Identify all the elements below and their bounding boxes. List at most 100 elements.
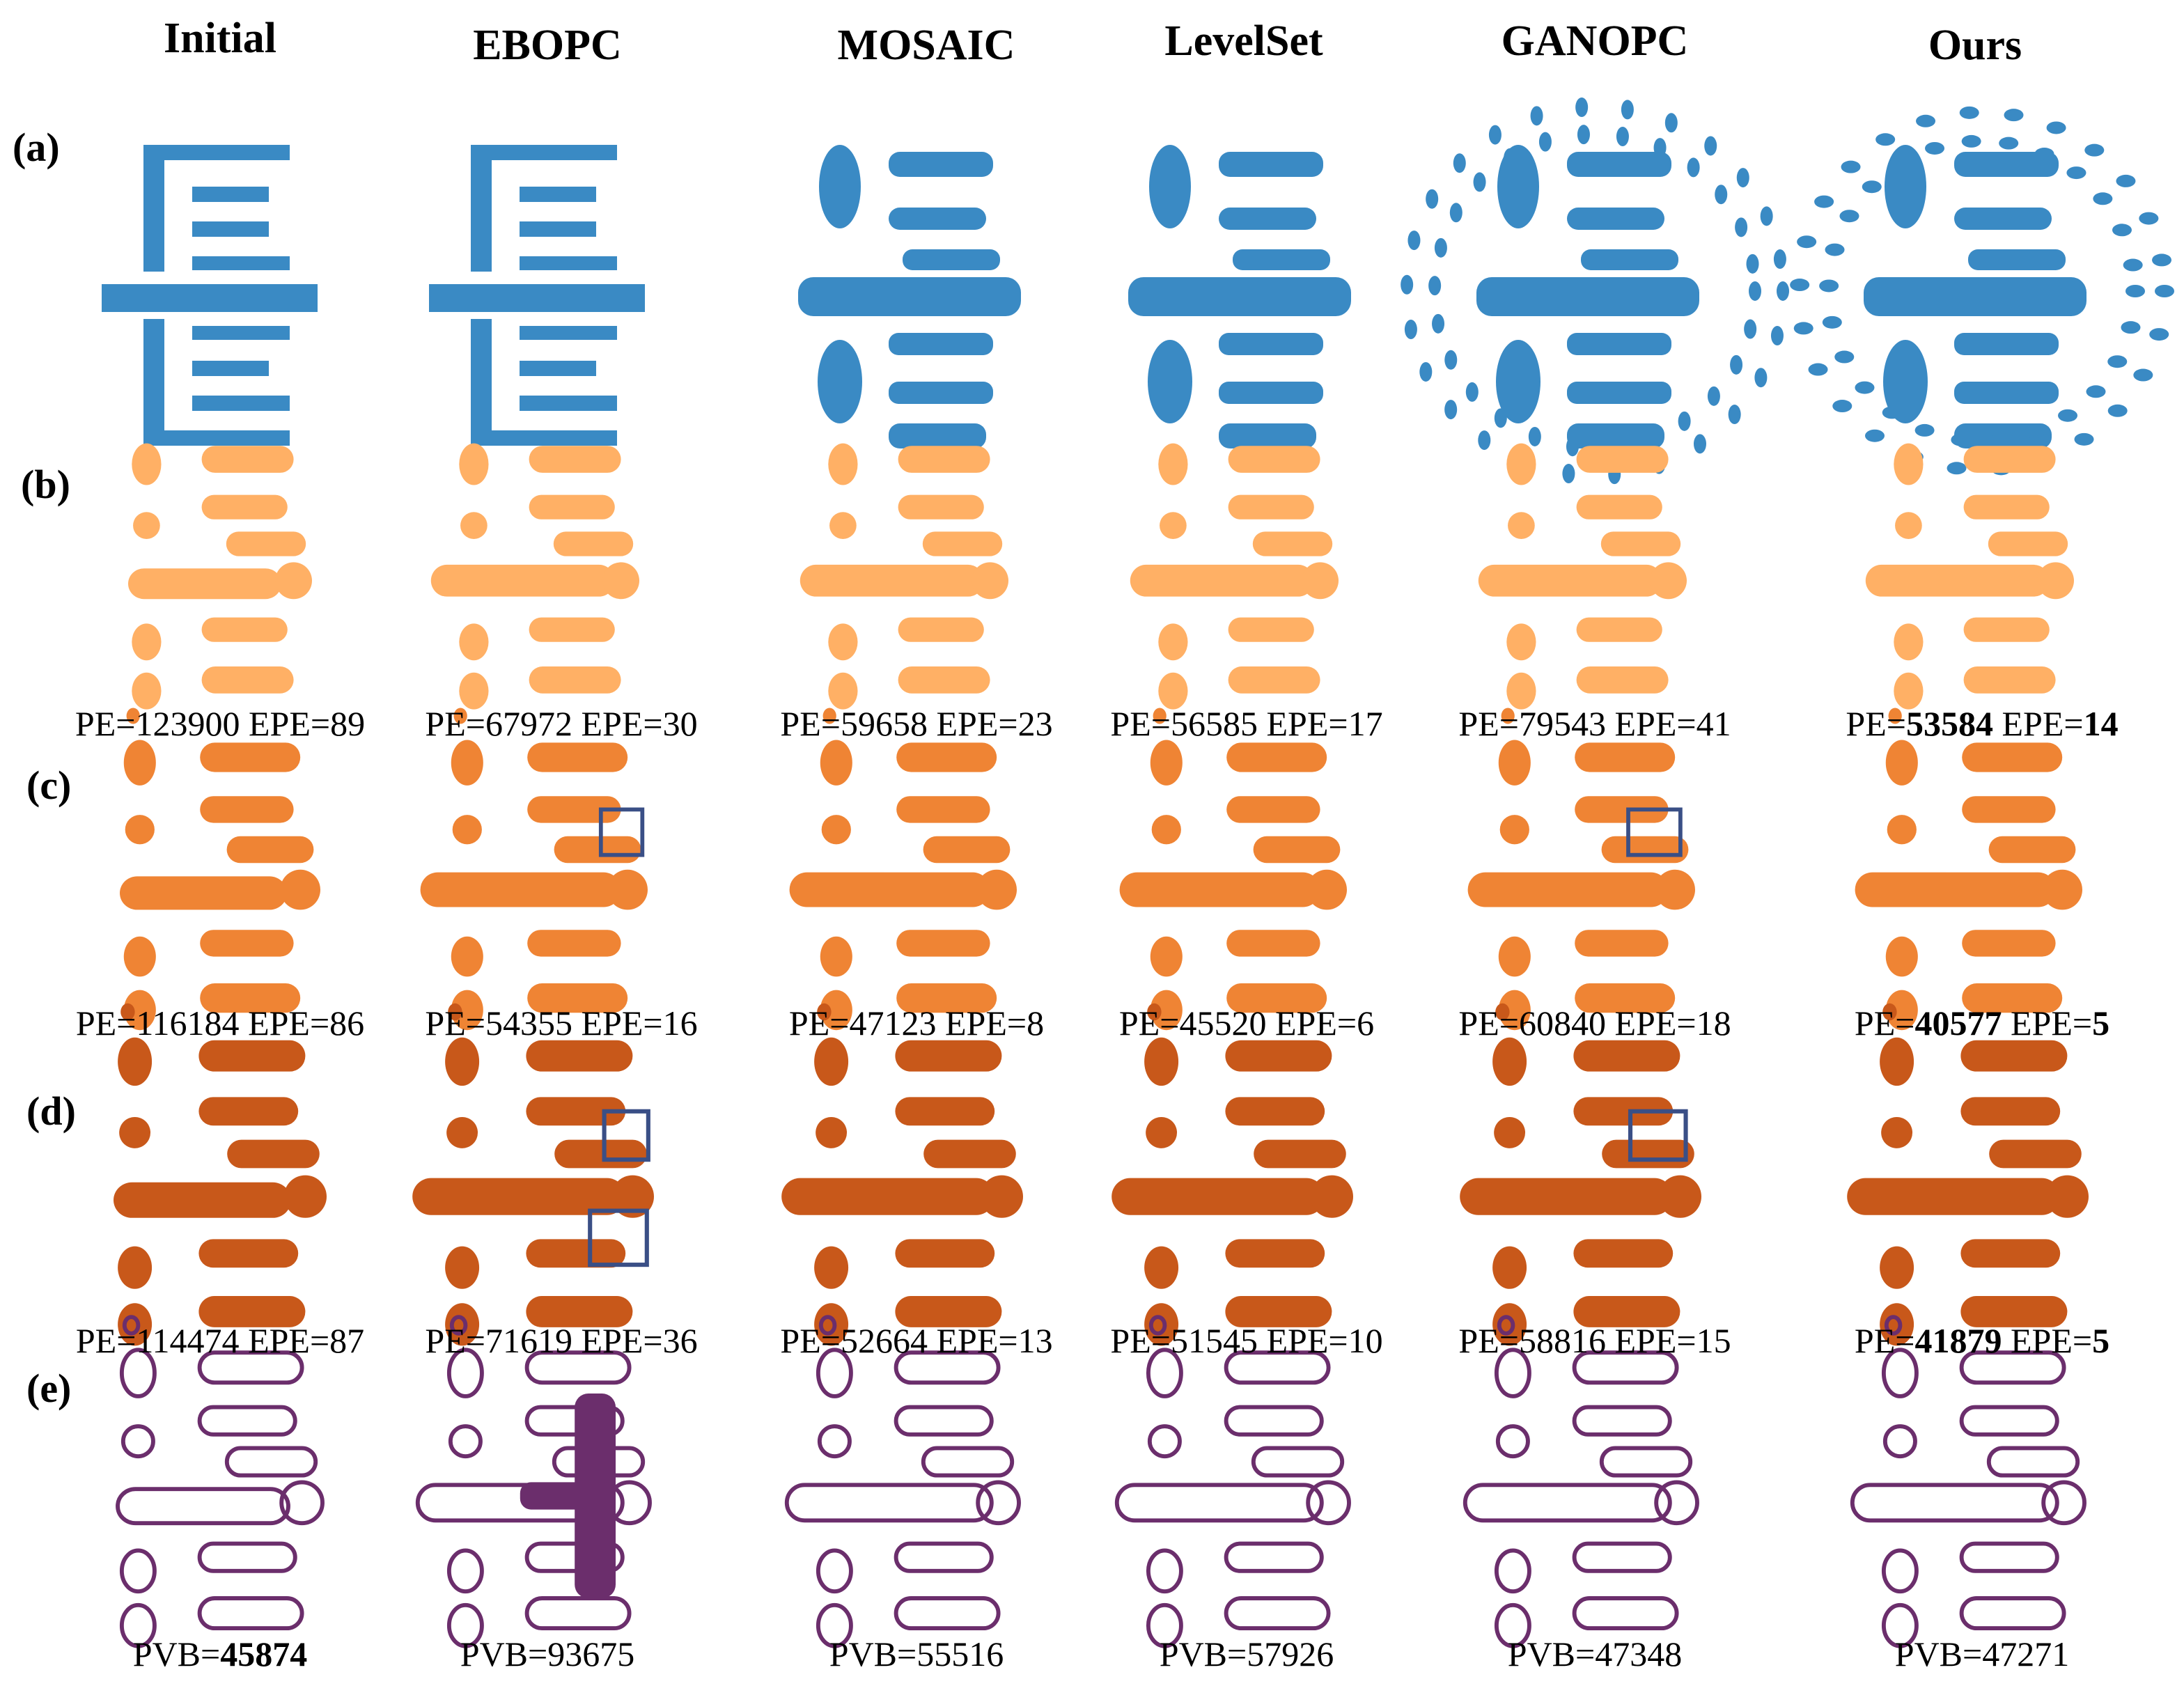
assist-feature xyxy=(1538,132,1552,152)
assist-feature xyxy=(1825,243,1845,256)
pvband-outline xyxy=(921,1446,1015,1478)
pe-label: PE= xyxy=(425,1004,485,1043)
pvband-outline xyxy=(1306,1480,1351,1526)
print-shape xyxy=(118,1303,153,1346)
mask-shape xyxy=(889,333,993,355)
pvb-value: 57926 xyxy=(1247,1634,1334,1673)
print-shape xyxy=(1492,1037,1527,1086)
row-label-c: (c) xyxy=(26,763,72,808)
print-shape xyxy=(201,666,294,694)
print-shape xyxy=(201,494,288,520)
assist-feature xyxy=(2149,328,2169,341)
print-shape xyxy=(1310,1175,1353,1218)
epe-label: EPE= xyxy=(2002,1321,2093,1360)
metric-caption-d: PE=41879 EPE=5 xyxy=(1787,1320,2177,1361)
print-shape xyxy=(1226,930,1320,957)
print-shape xyxy=(781,1178,995,1215)
print-shape xyxy=(898,617,984,642)
epe-value: 6 xyxy=(1357,1004,1375,1043)
pvband-outline xyxy=(1572,1596,1679,1631)
print-shape xyxy=(898,666,990,694)
metric-caption-b: PE=53584 EPE=14 xyxy=(1787,703,2177,744)
pe-label: PE= xyxy=(1110,704,1171,743)
print-shape xyxy=(1894,623,1924,661)
pvb-label: PVB= xyxy=(829,1634,917,1673)
print-shape xyxy=(1960,1040,2068,1072)
assist-feature xyxy=(1770,326,1784,346)
mask-shape xyxy=(192,361,269,376)
assist-feature xyxy=(1530,106,1543,126)
assist-feature xyxy=(1728,405,1741,425)
column-header-initial: Initial xyxy=(164,15,276,62)
mask-shape xyxy=(1497,145,1539,228)
print-shape xyxy=(1655,869,1695,910)
print-shape xyxy=(1960,1097,2061,1126)
epe-value: 36 xyxy=(662,1321,698,1360)
assist-feature xyxy=(1664,113,1678,133)
print-shape xyxy=(895,1040,1002,1072)
assist-feature xyxy=(1891,157,1911,171)
assist-feature xyxy=(1678,411,1691,431)
mask-shape xyxy=(1581,249,1678,270)
print-shape xyxy=(828,443,858,485)
epe-value: 5 xyxy=(2092,1004,2110,1043)
print-shape xyxy=(1960,1239,2061,1268)
print-shape xyxy=(1498,936,1531,977)
pe-label: PE= xyxy=(75,1004,136,1043)
assist-feature xyxy=(1834,350,1855,364)
print-shape xyxy=(820,990,852,1031)
pvband-outline xyxy=(1494,1548,1531,1594)
epe-label: EPE= xyxy=(927,1321,1018,1360)
assist-feature xyxy=(1566,437,1579,457)
print-shape xyxy=(898,494,984,520)
assist-feature xyxy=(1434,237,1447,258)
assist-feature xyxy=(1488,125,1502,145)
print-shape xyxy=(114,1182,291,1218)
mask-shape xyxy=(1954,208,2052,230)
assist-feature xyxy=(2107,355,2128,368)
pvband-outline xyxy=(894,1405,994,1437)
print-shape xyxy=(420,872,621,907)
print-shape xyxy=(1306,869,1347,910)
pvband-outline xyxy=(1251,1446,1345,1478)
pe-label: PE= xyxy=(1458,1321,1519,1360)
mask-shape xyxy=(471,145,617,160)
print-shape xyxy=(1576,617,1662,642)
print-panel-b-ebopc xyxy=(430,443,639,710)
mask-shape xyxy=(1864,277,2086,316)
assist-feature xyxy=(1707,386,1720,406)
print-shape xyxy=(1494,1116,1526,1148)
print-shape xyxy=(2042,869,2082,910)
pvband-thick-region xyxy=(520,1482,616,1510)
print-shape xyxy=(448,1003,462,1021)
pvb-value: 47271 xyxy=(1982,1634,2070,1673)
epe-label: EPE= xyxy=(927,704,1018,743)
pvb-value: 93675 xyxy=(547,1634,635,1673)
pvband-outline xyxy=(1959,1596,2066,1631)
print-shape xyxy=(1600,531,1681,556)
print-shape xyxy=(118,1037,153,1086)
print-shape xyxy=(412,1178,626,1215)
print-panel-d-ours xyxy=(1847,1003,2089,1346)
pvband-outline xyxy=(1572,1405,1672,1437)
pvb-label: PVB= xyxy=(1507,1634,1596,1673)
mask-shape xyxy=(889,423,986,448)
assist-feature xyxy=(1432,313,1445,334)
print-shape xyxy=(1225,1239,1325,1268)
pvb-label: PVB= xyxy=(460,1634,548,1673)
print-shape xyxy=(1962,983,2063,1013)
assist-feature xyxy=(1401,274,1414,295)
print-shape xyxy=(1575,983,1676,1013)
print-shape xyxy=(1601,836,1689,864)
print-shape xyxy=(527,930,621,957)
mask-shape xyxy=(1476,277,1699,316)
metric-caption-e: PVB=47348 xyxy=(1400,1634,1790,1674)
print-shape xyxy=(1882,1003,1897,1021)
pvband-outline xyxy=(1146,1548,1183,1594)
print-panel-c-ours xyxy=(1855,708,2082,1031)
pvband-outline xyxy=(1881,1348,1919,1398)
pe-value: 71619 xyxy=(485,1321,572,1360)
print-shape xyxy=(1881,1116,1913,1148)
pvband-outline xyxy=(524,1596,632,1631)
assist-feature xyxy=(1777,281,1789,301)
